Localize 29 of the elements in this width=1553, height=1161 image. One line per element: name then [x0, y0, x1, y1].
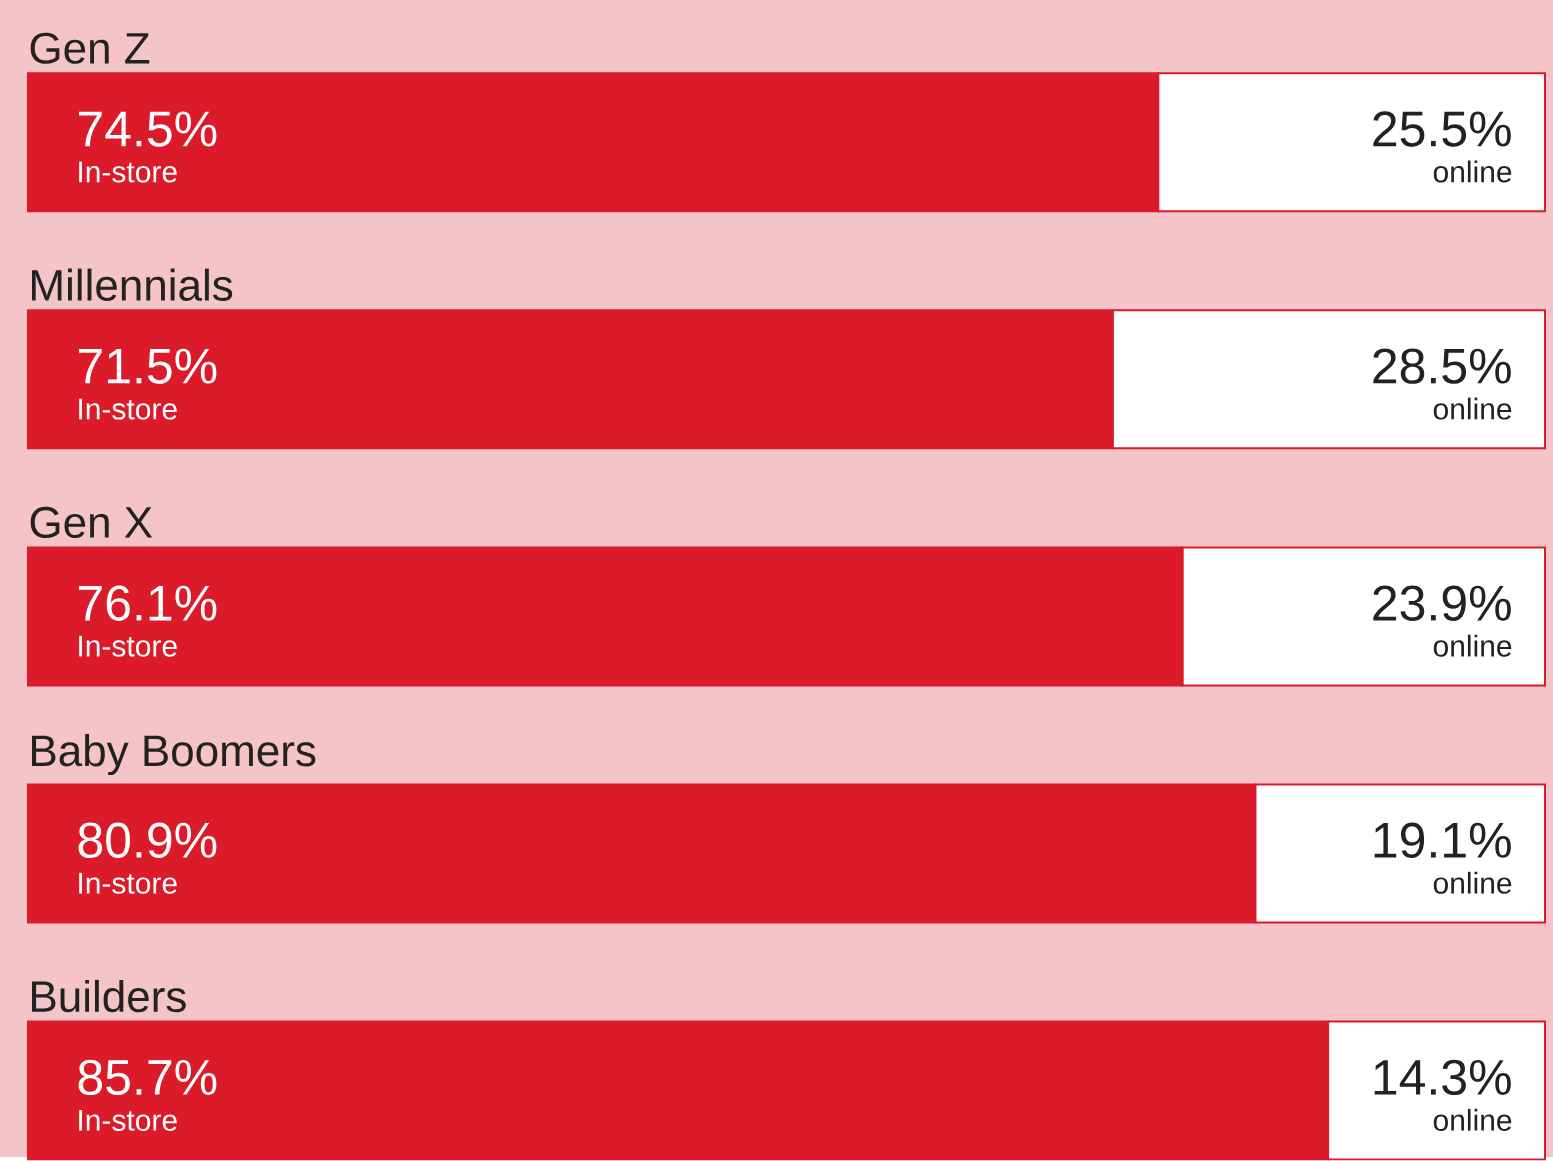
text: In-store — [79, 635, 177, 657]
series-label: online — [1433, 397, 1512, 420]
text: online — [1433, 1109, 1512, 1132]
text: online — [1433, 634, 1512, 657]
data-label: 71.5% — [78, 348, 217, 385]
text: In-store — [79, 1110, 177, 1132]
text: online — [1433, 871, 1512, 894]
data-label: 19.1% — [1374, 822, 1511, 859]
text: In-store — [79, 873, 177, 894]
text: online — [1433, 160, 1512, 183]
data-label: 85.7% — [78, 1059, 217, 1096]
series-label: In-store — [79, 398, 177, 420]
y-tick-label: Baby Boomers — [32, 734, 316, 776]
bar — [1157, 72, 1547, 213]
bar — [1181, 546, 1547, 687]
data-label: 14.3% — [1374, 1059, 1511, 1096]
y-tick-label: Gen X — [30, 507, 153, 539]
data-label: 23.9% — [1373, 585, 1511, 622]
bar — [1111, 309, 1547, 450]
y-tick-label: Millennials — [32, 268, 233, 302]
data-label: 80.9% — [78, 822, 217, 859]
data-label: 28.5% — [1373, 348, 1511, 385]
text: In-store — [79, 161, 177, 183]
bar — [1254, 783, 1547, 924]
data-label: 25.5% — [1373, 111, 1511, 147]
y-tick-label: Gen Z — [30, 32, 150, 65]
y-tick-label: Builders — [32, 980, 186, 1013]
data-label: 76.1% — [78, 585, 217, 622]
data-label: 74.5% — [78, 111, 217, 147]
